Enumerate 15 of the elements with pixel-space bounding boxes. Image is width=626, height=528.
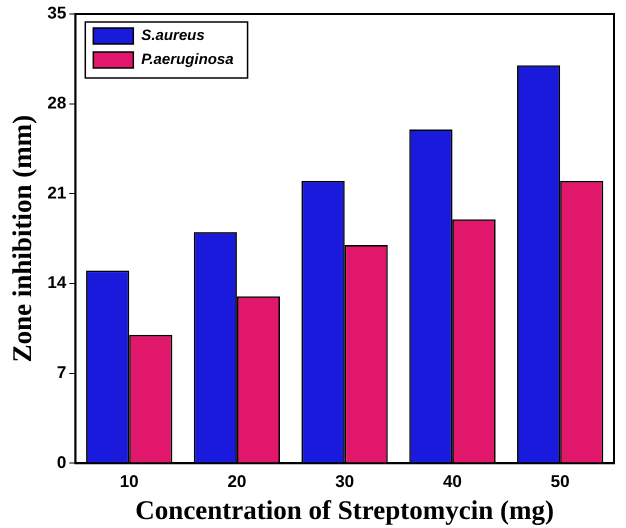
y-tick-label: 14 — [47, 273, 67, 292]
y-tick-label: 7 — [56, 363, 66, 382]
x-tick-label: 50 — [550, 472, 570, 492]
x-tick-label: 10 — [120, 472, 139, 492]
y-axis-title: Zone inhibition (mm) — [7, 114, 38, 362]
x-axis-title: Concentration of Streptomycin (mg) — [135, 494, 554, 525]
x-tick-label: 30 — [335, 472, 354, 492]
legend-label: S.aureus — [141, 27, 205, 44]
x-tick-label: 40 — [442, 472, 462, 492]
y-tick-label: 35 — [47, 4, 66, 23]
legend-label: P.aeruginosa — [141, 51, 234, 68]
y-tick-label: 0 — [56, 452, 66, 472]
y-tick-label: 21 — [47, 183, 66, 202]
x-tick-label: 20 — [227, 472, 246, 492]
y-tick-label: 28 — [47, 94, 66, 113]
